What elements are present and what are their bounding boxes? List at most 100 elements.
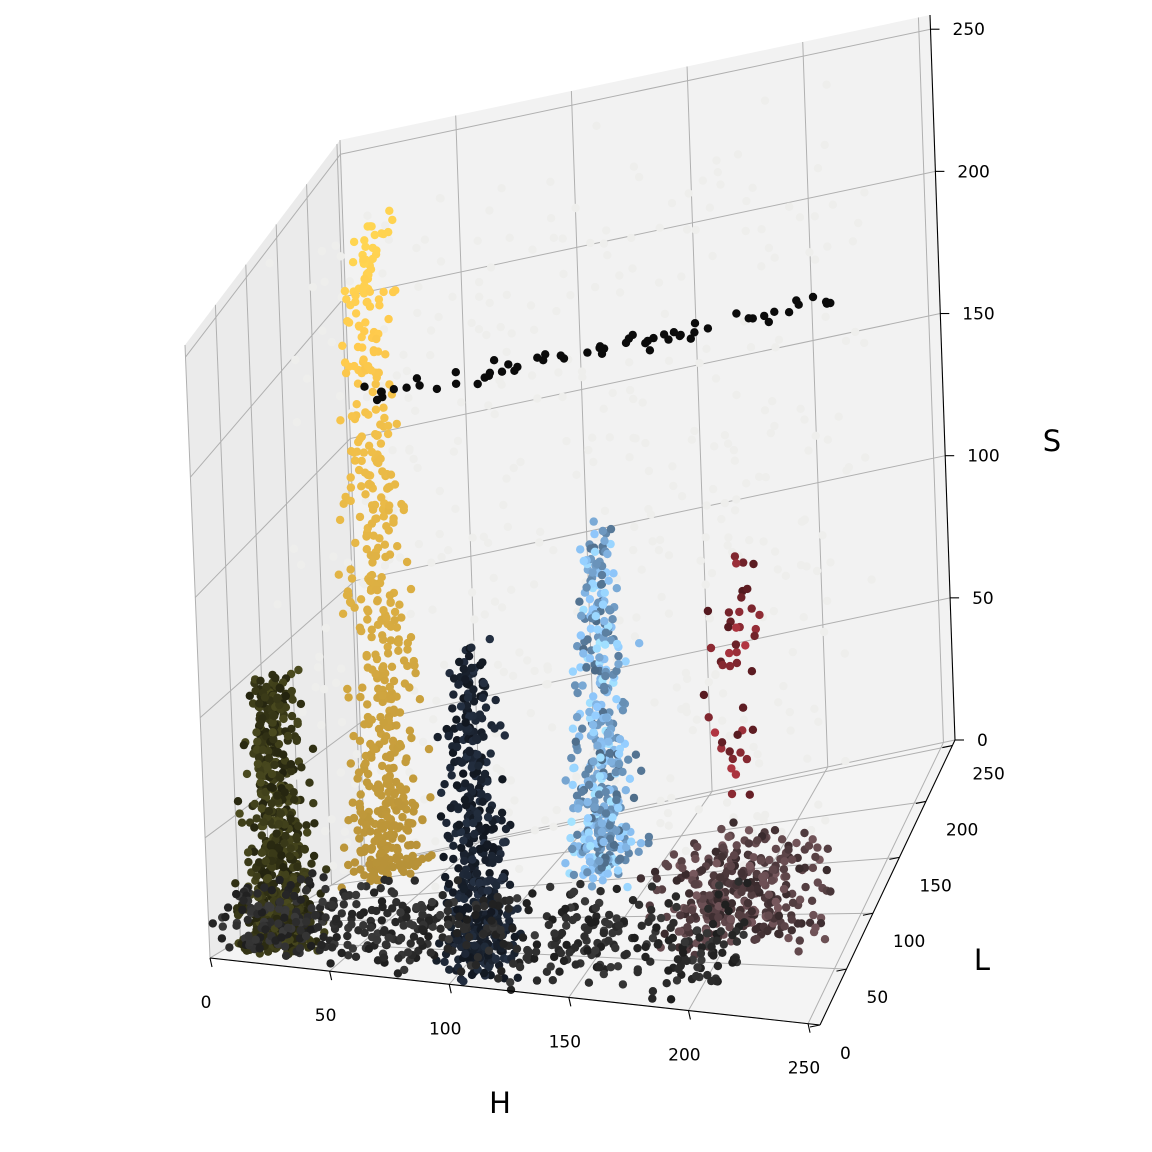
data-point bbox=[630, 933, 639, 943]
data-point bbox=[751, 624, 760, 634]
data-point bbox=[628, 330, 637, 340]
data-point bbox=[480, 902, 489, 911]
data-point bbox=[479, 929, 488, 938]
data-point bbox=[625, 358, 634, 367]
data-point bbox=[441, 872, 450, 882]
data-point bbox=[483, 886, 492, 895]
data-point bbox=[724, 832, 733, 842]
data-point bbox=[368, 558, 377, 567]
data-point bbox=[464, 652, 474, 661]
data-point bbox=[486, 749, 495, 758]
data-point bbox=[743, 584, 752, 594]
data-point bbox=[577, 787, 586, 796]
data-point bbox=[601, 671, 610, 681]
data-point bbox=[424, 916, 434, 925]
data-point bbox=[387, 662, 397, 671]
data-point bbox=[641, 339, 650, 348]
data-point bbox=[493, 660, 503, 669]
data-point bbox=[344, 693, 353, 702]
data-point bbox=[302, 821, 311, 830]
data-point bbox=[620, 951, 629, 960]
data-point bbox=[600, 616, 609, 626]
data-point bbox=[580, 897, 590, 906]
data-point bbox=[257, 804, 266, 813]
data-point bbox=[844, 463, 854, 472]
data-point bbox=[481, 855, 490, 865]
grid-line bbox=[345, 170, 936, 297]
data-point bbox=[495, 376, 504, 385]
data-point bbox=[253, 889, 262, 898]
data-point bbox=[697, 955, 706, 965]
data-point bbox=[571, 960, 580, 969]
data-point bbox=[267, 856, 276, 866]
data-point bbox=[550, 952, 559, 962]
data-point bbox=[629, 433, 638, 443]
data-point bbox=[588, 568, 597, 577]
data-point bbox=[499, 939, 508, 949]
data-point bbox=[390, 616, 399, 625]
data-point bbox=[474, 761, 483, 770]
data-point bbox=[771, 844, 781, 854]
data-point bbox=[343, 940, 352, 950]
data-point bbox=[596, 887, 605, 896]
data-point bbox=[392, 855, 401, 864]
data-point bbox=[342, 295, 351, 304]
data-point bbox=[810, 255, 820, 264]
data-point bbox=[443, 944, 452, 953]
data-point bbox=[394, 646, 403, 655]
data-point bbox=[565, 948, 574, 957]
data-point bbox=[432, 696, 441, 705]
data-point bbox=[266, 782, 276, 792]
data-point bbox=[503, 522, 513, 532]
data-point bbox=[370, 744, 379, 754]
data-point bbox=[804, 841, 814, 850]
data-point bbox=[411, 668, 420, 678]
data-point bbox=[274, 904, 284, 913]
data-point bbox=[351, 297, 360, 307]
y-tick bbox=[862, 912, 874, 916]
data-point bbox=[644, 917, 653, 927]
data-point bbox=[280, 870, 290, 879]
data-point bbox=[777, 835, 787, 844]
data-point bbox=[736, 748, 745, 757]
data-point bbox=[270, 711, 279, 721]
data-point bbox=[584, 445, 593, 455]
data-point bbox=[384, 314, 393, 324]
data-point bbox=[584, 780, 594, 789]
data-point bbox=[424, 744, 434, 754]
data-point bbox=[308, 869, 317, 878]
data-point bbox=[413, 308, 422, 318]
data-point bbox=[702, 501, 711, 510]
data-point bbox=[264, 753, 274, 763]
data-point bbox=[685, 915, 695, 924]
x-axis-line bbox=[209, 957, 821, 1026]
data-point bbox=[356, 595, 366, 604]
data-point bbox=[347, 412, 357, 421]
data-point bbox=[460, 856, 469, 866]
data-point bbox=[343, 317, 352, 326]
data-point bbox=[738, 703, 748, 712]
data-point bbox=[498, 775, 507, 784]
data-point bbox=[633, 944, 642, 953]
tick-labels: 0 0 0 50 50 50 100 100 100 150 150 150 200 200 200 250 2… bbox=[201, 20, 1005, 1078]
data-point bbox=[427, 897, 437, 907]
data-point bbox=[663, 808, 673, 818]
data-point bbox=[625, 385, 635, 395]
y-tick-label: 0 bbox=[840, 1044, 851, 1064]
data-point bbox=[496, 925, 505, 935]
data-point bbox=[386, 622, 396, 631]
data-point bbox=[267, 769, 277, 779]
data-point bbox=[366, 551, 375, 560]
data-point bbox=[400, 965, 409, 975]
grid-line bbox=[184, 344, 211, 959]
data-point bbox=[381, 552, 390, 562]
data-point bbox=[344, 816, 353, 825]
y-axis-line bbox=[819, 739, 956, 1026]
data-point bbox=[432, 384, 442, 394]
data-point bbox=[677, 857, 686, 866]
data-point bbox=[709, 871, 718, 880]
data-point bbox=[217, 934, 227, 943]
data-point bbox=[648, 934, 658, 943]
data-point bbox=[311, 910, 320, 920]
x-tick bbox=[329, 971, 333, 981]
